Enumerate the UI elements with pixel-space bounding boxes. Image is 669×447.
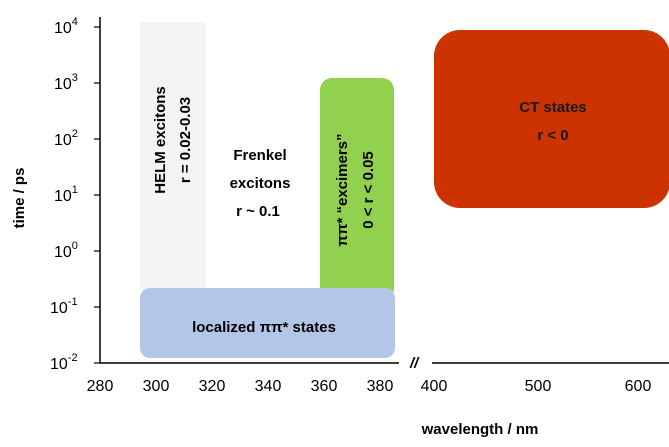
y-tick-labels: 10-2 10-1 100 101 102 103 104 <box>50 16 78 373</box>
y-tick-label: 101 <box>54 184 78 205</box>
helm-background <box>140 22 206 290</box>
x-tick-labels: 280 300 320 340 360 380 400 500 600 <box>87 378 652 395</box>
x-tick-label: 500 <box>525 378 552 395</box>
x-tick-label: 280 <box>87 378 114 395</box>
y-tick-label: 10-2 <box>50 352 78 373</box>
ct-label-line2: r < 0 <box>537 127 568 144</box>
x-tick-label: 320 <box>199 378 226 395</box>
frenkel-label-line2: excitons <box>230 175 291 192</box>
axis-break-mark: // <box>409 355 420 372</box>
excimers-region <box>320 78 394 300</box>
y-tick-label: 102 <box>54 128 78 149</box>
x-tick-label: 340 <box>255 378 282 395</box>
x-tick-label: 380 <box>367 378 394 395</box>
ct-label-line1: CT states <box>519 99 587 116</box>
frenkel-label-line3: r ~ 0.1 <box>236 203 280 220</box>
frenkel-label-line1: Frenkel <box>233 147 286 164</box>
helm-label-line1: HELM excitons <box>152 86 169 194</box>
y-tick-label: 10-1 <box>50 296 78 317</box>
excimers-label-line2: 0 < r < 0.05 <box>360 151 377 229</box>
x-tick-label: 400 <box>421 378 448 395</box>
localized-label: localized ππ* states <box>192 319 336 336</box>
localized-region <box>140 288 395 358</box>
excimers-label-line1: ππ* “excimers” <box>334 133 351 246</box>
y-tick-label: 103 <box>54 72 78 93</box>
y-axis-title: time / ps <box>11 168 28 229</box>
x-tick-label: 300 <box>143 378 170 395</box>
y-tick-label: 104 <box>54 16 78 37</box>
x-tick-label: 360 <box>311 378 338 395</box>
helm-label-line2: r = 0.02-0.03 <box>177 97 194 183</box>
x-axis-title: wavelength / nm <box>421 421 539 438</box>
y-tick-label: 100 <box>54 240 78 261</box>
y-tick-marks <box>94 26 100 364</box>
ct-region <box>434 30 669 208</box>
x-tick-label: 600 <box>625 378 652 395</box>
